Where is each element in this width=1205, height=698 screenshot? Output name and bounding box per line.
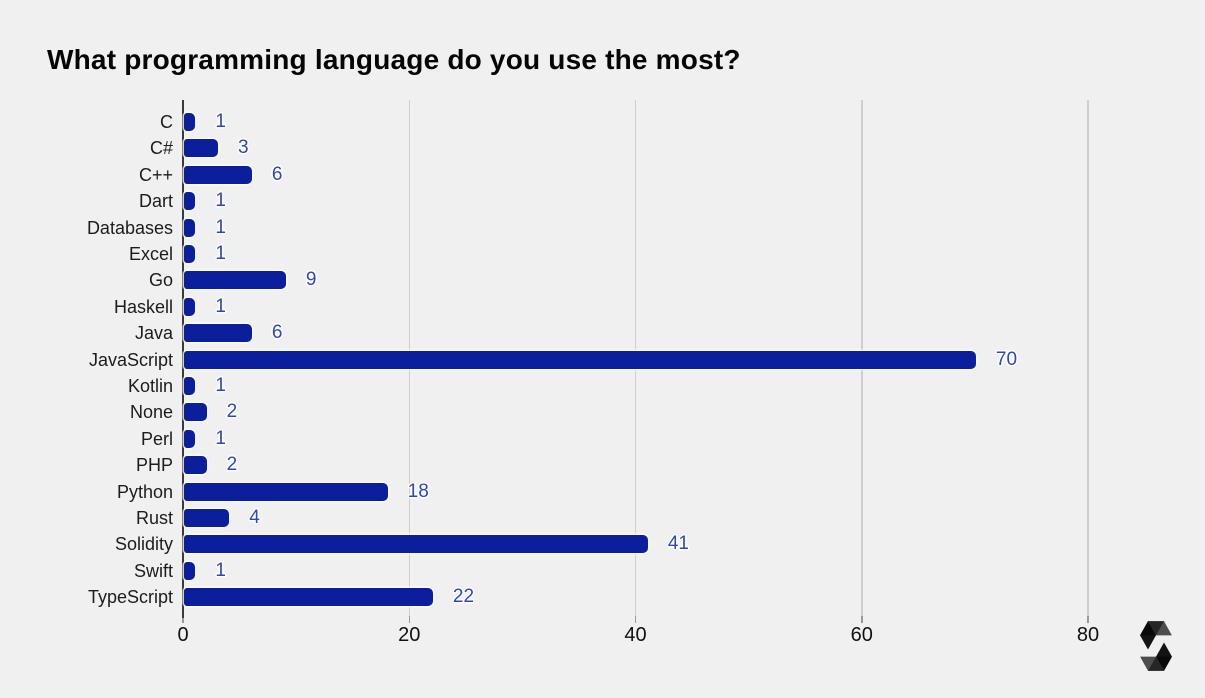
x-axis-tick-label: 0 <box>177 624 189 646</box>
value-label: 1 <box>215 243 226 264</box>
bar <box>184 139 218 158</box>
bar <box>184 297 196 316</box>
bar <box>184 165 252 184</box>
value-label: 1 <box>215 559 226 581</box>
category-label: Kotlin <box>127 376 173 396</box>
bar <box>184 350 976 369</box>
value-label: 6 <box>271 322 283 344</box>
category-label: TypeScript <box>87 587 173 608</box>
value-label: 1 <box>215 375 226 396</box>
bar <box>184 245 196 263</box>
bar <box>184 192 196 211</box>
y-axis-line <box>182 100 184 618</box>
category-label: C <box>160 112 173 132</box>
category-label: Python <box>116 481 173 502</box>
solidity-logo-icon <box>1140 621 1172 671</box>
bar <box>184 429 196 448</box>
bar <box>184 535 648 554</box>
x-axis-tick <box>861 616 863 623</box>
x-axis-tick-label: 40 <box>624 624 647 646</box>
x-axis-tick <box>182 616 184 623</box>
value-label: 1 <box>215 295 226 317</box>
x-axis-tick-label: 80 <box>1076 624 1100 646</box>
value-label: 1 <box>215 216 226 238</box>
value-label: 18 <box>407 480 429 502</box>
category-label: C++ <box>138 164 173 185</box>
value-label: 2 <box>226 401 238 423</box>
category-label: Excel <box>128 244 173 264</box>
category-label: Haskell <box>113 296 173 317</box>
category-label: C# <box>149 138 173 159</box>
x-axis-tick <box>1087 616 1089 623</box>
value-label: 4 <box>249 507 260 528</box>
bar <box>184 482 388 501</box>
x-axis-tick-label: 20 <box>398 624 421 646</box>
bar <box>184 377 196 395</box>
value-label: 41 <box>667 533 689 555</box>
bar <box>184 509 230 527</box>
category-label: Dart <box>138 191 173 212</box>
value-label: 1 <box>215 111 226 132</box>
x-axis-tick <box>408 616 410 623</box>
category-label: Swift <box>133 560 173 581</box>
value-label: 9 <box>305 269 317 291</box>
category-label: PHP <box>135 455 173 476</box>
category-label: Databases <box>86 217 173 238</box>
category-label: None <box>129 402 173 423</box>
category-label: Perl <box>140 428 173 449</box>
bar <box>184 403 207 422</box>
bar <box>184 113 196 131</box>
x-axis-tick <box>634 616 637 623</box>
value-label: 1 <box>215 190 226 212</box>
category-label: Java <box>134 323 173 344</box>
value-label: 1 <box>215 427 226 449</box>
category-label: Solidity <box>114 534 173 555</box>
value-label: 2 <box>226 454 238 476</box>
bar <box>184 324 252 343</box>
category-label: JavaScript <box>88 349 173 370</box>
category-label: Go <box>148 270 173 291</box>
x-axis-tick-label: 60 <box>850 624 873 646</box>
chart-title: What programming language do you use the… <box>47 44 741 75</box>
category-label: Rust <box>135 508 173 528</box>
value-label: 3 <box>237 137 249 159</box>
gridline-80 <box>1087 100 1089 616</box>
bar <box>184 561 196 580</box>
value-label: 6 <box>271 163 283 185</box>
bar <box>184 218 196 237</box>
bar <box>184 271 286 290</box>
value-label: 22 <box>452 586 475 608</box>
value-label: 70 <box>995 348 1018 370</box>
bar <box>184 456 207 475</box>
bar <box>184 588 433 607</box>
